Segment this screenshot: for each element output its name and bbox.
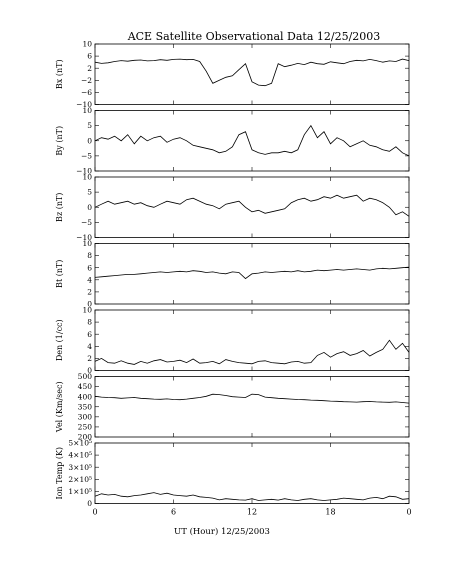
y-tick-label: 8 bbox=[87, 318, 92, 327]
x-tick-label: 12 bbox=[247, 508, 257, 517]
y-axis-label: Bz (nT) bbox=[55, 193, 64, 222]
x-tick-label: 0 bbox=[92, 508, 97, 517]
x-tick-label: 0 bbox=[406, 508, 411, 517]
panel-2: −10 −5 0 5 10 By (nT) bbox=[55, 106, 410, 176]
y-axis-label: Bt (nT) bbox=[55, 260, 64, 288]
y-tick-label: 5 bbox=[87, 121, 92, 130]
y-tick-label: 10 bbox=[82, 106, 92, 115]
y-tick-label: 5×10⁵ bbox=[68, 439, 92, 448]
y-tick-label: 4×10⁵ bbox=[68, 451, 92, 460]
chart-title: ACE Satellite Observational Data 12/25/2… bbox=[127, 30, 381, 43]
y-tick-label: 3×10⁵ bbox=[68, 463, 92, 472]
panel-frame bbox=[94, 43, 410, 105]
y-tick-label: −10 bbox=[76, 100, 92, 109]
panel-5: 0 2 4 6 8 10 Den (1/cc) bbox=[55, 306, 410, 375]
y-tick-label: 2 bbox=[87, 354, 92, 363]
y-tick-label: 2 bbox=[87, 64, 92, 73]
y-tick-label: 6 bbox=[87, 263, 92, 272]
series-line bbox=[94, 266, 410, 280]
y-tick-label: 1×10⁵ bbox=[68, 487, 92, 496]
y-axis-label: Bx (nT) bbox=[55, 59, 64, 89]
y-tick-label: 200 bbox=[78, 433, 93, 442]
y-tick-label: 400 bbox=[78, 392, 93, 401]
series-line bbox=[94, 339, 410, 365]
series-line bbox=[94, 194, 410, 217]
y-tick-label: 2×10⁵ bbox=[68, 475, 92, 484]
y-tick-label: 6 bbox=[87, 330, 92, 339]
panel-frame bbox=[94, 110, 410, 172]
y-tick-label: −2 bbox=[81, 76, 92, 85]
y-tick-label: 0 bbox=[87, 300, 92, 309]
x-tick-label: 18 bbox=[325, 508, 335, 517]
y-tick-label: 0 bbox=[87, 136, 92, 145]
y-tick-label: 450 bbox=[78, 382, 93, 391]
y-tick-label: 4 bbox=[87, 275, 92, 284]
y-tick-label: −10 bbox=[76, 233, 92, 242]
series-line bbox=[94, 492, 410, 501]
y-tick-label: 0 bbox=[87, 203, 92, 212]
panel-frame bbox=[94, 376, 410, 438]
x-axis-label: UT (Hour) 12/25/2003 bbox=[174, 526, 270, 537]
y-axis-label: Ion Temp (K) bbox=[55, 447, 64, 500]
y-tick-label: 10 bbox=[82, 40, 92, 49]
y-tick-label: −6 bbox=[81, 88, 92, 97]
y-tick-label: 500 bbox=[78, 372, 93, 381]
x-tick-label: 6 bbox=[171, 508, 176, 517]
y-tick-label: 250 bbox=[78, 423, 93, 432]
y-tick-label: 350 bbox=[78, 402, 93, 411]
y-tick-label: 10 bbox=[82, 239, 92, 248]
y-axis-label: By (nT) bbox=[55, 126, 64, 156]
panel-frame bbox=[94, 176, 410, 238]
series-line bbox=[94, 124, 410, 157]
y-tick-label: −5 bbox=[81, 151, 92, 160]
y-tick-label: 10 bbox=[82, 306, 92, 315]
panel-3: −10 −5 0 5 10 Bz (nT) bbox=[55, 173, 410, 242]
panel-4: 0 2 4 6 8 10 Bt (nT) bbox=[55, 239, 410, 309]
y-tick-label: 0 bbox=[87, 499, 92, 508]
y-tick-label: 5 bbox=[87, 188, 92, 197]
series-line bbox=[94, 393, 410, 404]
x-axis: 0 6 12 18 0 bbox=[92, 508, 411, 517]
y-tick-label: 10 bbox=[82, 173, 92, 182]
y-axis-label: Vel (Km/sec) bbox=[55, 381, 64, 433]
y-tick-label: 2 bbox=[87, 288, 92, 297]
panel-1: −10 −6 −2 2 6 10 Bx (nT) bbox=[55, 40, 410, 109]
y-axis-label: Den (1/cc) bbox=[55, 319, 64, 361]
chart-panels: −10 −6 −2 2 6 10 Bx (nT) −10 −5 0 5 10 By (nT) −10 −5 0… bbox=[55, 40, 410, 508]
y-tick-label: 4 bbox=[87, 342, 92, 351]
y-tick-label: 300 bbox=[78, 412, 93, 421]
y-tick-label: 8 bbox=[87, 251, 92, 260]
y-tick-label: −5 bbox=[81, 218, 92, 227]
y-tick-label: 0 bbox=[87, 366, 92, 375]
panel-7: 0 1×10⁵ 2×10⁵ 3×10⁵ 4×10⁵ 5×10⁵ Ion Temp (K) bbox=[55, 439, 410, 508]
y-tick-label: 6 bbox=[87, 52, 92, 61]
series-line bbox=[94, 58, 410, 87]
y-tick-label: −10 bbox=[76, 167, 92, 176]
